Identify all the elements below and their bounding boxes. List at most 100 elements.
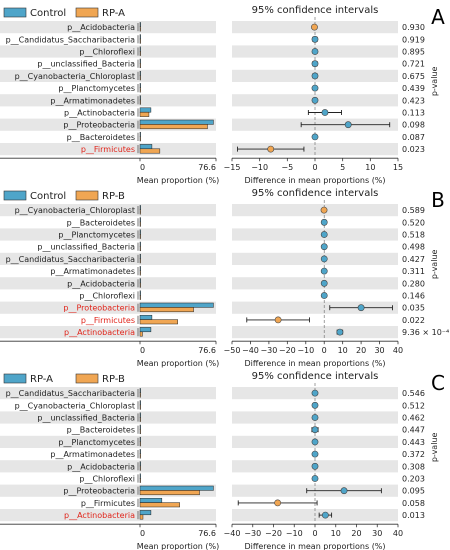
p-value: 0.098 <box>402 121 425 130</box>
p-value: 0.023 <box>402 145 425 154</box>
bar-b <box>139 50 141 56</box>
p-value: 0.498 <box>402 243 425 252</box>
diff-point <box>321 109 329 116</box>
bar-a <box>139 314 153 320</box>
bar-a <box>139 424 141 430</box>
diff-point <box>320 231 328 238</box>
p-value: 0.146 <box>402 292 425 301</box>
bar-b <box>139 124 208 130</box>
p-value: 0.372 <box>402 450 425 459</box>
diff-point <box>344 121 352 129</box>
bar-b <box>139 87 141 93</box>
bar-b <box>139 148 161 154</box>
bar-a <box>139 473 141 479</box>
p-value: 0.443 <box>402 438 425 447</box>
diff-point <box>311 462 319 470</box>
diff-point <box>311 35 319 43</box>
bar-b <box>139 404 141 410</box>
taxon-label: p__Actinobacteria <box>64 109 135 118</box>
taxon-label: p__Chloroflexi <box>79 292 135 301</box>
bar-b <box>139 99 141 105</box>
bar-b <box>139 26 141 32</box>
p-value: 0.095 <box>402 487 425 496</box>
taxon-label: p__Armatimonadetes <box>50 96 135 105</box>
bar-a <box>139 34 141 40</box>
p-value: 0.439 <box>402 84 425 93</box>
p-value: 0.919 <box>402 35 425 44</box>
bar-a <box>139 449 141 455</box>
legend-label-a: Control <box>30 191 66 202</box>
row-shade-left <box>0 460 216 473</box>
diff-x-tick-label: 40 <box>393 346 403 355</box>
legend-swatch-a <box>3 7 27 18</box>
p-value: 0.311 <box>402 267 425 276</box>
bar-b <box>139 209 141 215</box>
bar-b <box>139 270 141 276</box>
legend-label-b: RP-B <box>102 374 125 385</box>
row-shade-right <box>232 252 398 265</box>
taxon-label: p__Acidobacteria <box>67 462 135 471</box>
diff-x-tick-label: 20 <box>356 346 366 355</box>
bar-b <box>139 246 141 252</box>
row-shade-left <box>0 326 216 339</box>
bar-a <box>139 327 152 333</box>
diff-x-tick-label: −15 <box>224 163 241 172</box>
taxon-label: p__Cyanobacteria_Chloroplast <box>15 401 135 410</box>
bar-x-tick-label: 0 <box>140 346 145 355</box>
p-value: 0.518 <box>402 231 425 240</box>
row-shade-left <box>0 204 216 217</box>
diff-point <box>274 316 282 324</box>
diff-x-tick-label: 10 <box>365 163 375 172</box>
taxon-label: p__Planctomycetes <box>58 438 135 447</box>
diff-x-tick-label: −10 <box>251 163 268 172</box>
diff-x-tick-label: 30 <box>372 529 382 538</box>
bar-b <box>139 477 141 483</box>
diff-point <box>320 243 328 251</box>
bar-b <box>139 258 141 264</box>
p-value: 0.546 <box>402 389 425 398</box>
diff-point <box>311 426 319 434</box>
taxon-label: p__unclassified_Bacteria <box>37 243 135 252</box>
diff-point <box>357 304 365 312</box>
bar-b <box>139 416 141 422</box>
bar-a <box>139 205 141 211</box>
bar-a <box>139 119 214 125</box>
p-value: 0.423 <box>402 96 425 105</box>
diff-point <box>311 450 319 458</box>
p-value: 0.589 <box>402 206 425 215</box>
diff-point <box>321 511 329 519</box>
taxon-label: p__Bacteroidetes <box>67 133 135 142</box>
bar-b <box>139 502 180 508</box>
diff-point <box>311 48 319 55</box>
row-shade-left <box>0 21 216 34</box>
panel-a: Control RP-A 95% confidence intervals Ap__A… <box>0 5 445 185</box>
row-shade-right <box>232 228 398 241</box>
legend-label-b: RP-A <box>102 8 125 19</box>
bar-a <box>139 144 153 150</box>
bar-a <box>139 22 141 28</box>
diff-point <box>311 72 319 80</box>
legend-swatch-a <box>3 373 27 384</box>
taxon-label: p__Cyanobacteria_Chloroplast <box>15 72 135 81</box>
taxon-label: p__Candidatus_Saccharibacteria <box>6 255 136 264</box>
bar-b <box>139 221 141 227</box>
bar-b <box>139 38 141 44</box>
diff-point <box>311 401 319 409</box>
bar-b <box>139 441 141 447</box>
p-value: 0.308 <box>402 462 425 471</box>
bar-b <box>139 63 141 69</box>
p-value: 0.013 <box>402 511 425 520</box>
row-shade-left <box>0 252 216 265</box>
p-value: 0.675 <box>402 72 425 81</box>
diff-x-label: Difference in mean proportions (%) <box>244 359 385 368</box>
row-shade-left <box>0 69 216 82</box>
taxon-label: p__Acidobacteria <box>67 279 135 288</box>
diff-point <box>311 60 319 68</box>
bar-x-tick-label: 76.6 <box>198 529 216 538</box>
p-value: 0.721 <box>402 60 425 69</box>
legend-label-a: Control <box>30 8 66 19</box>
panel-c: RP-A RP-B 95% confidence intervals Cp__Cand… <box>0 371 445 550</box>
p-value-axis-label: p-value <box>430 433 439 463</box>
row-shade-right <box>232 326 398 339</box>
diff-point <box>320 255 328 263</box>
